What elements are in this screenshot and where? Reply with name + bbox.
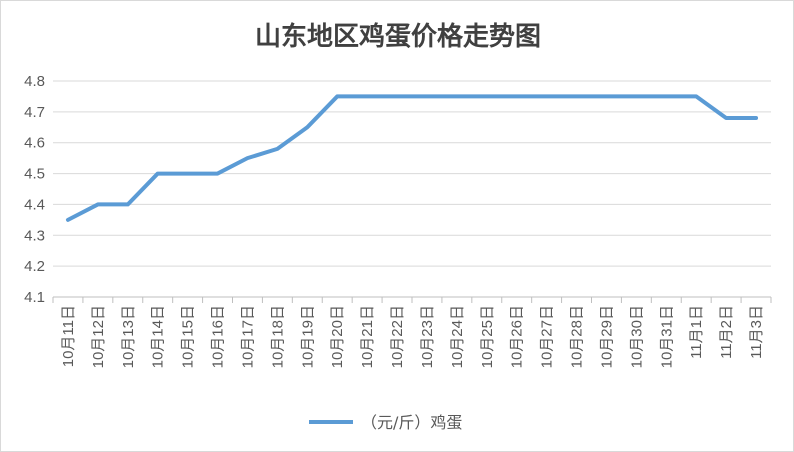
y-tick-label: 4.7 <box>24 104 45 121</box>
x-tick-label: 11月2日 <box>718 305 735 359</box>
x-tick-label: 10月27日 <box>539 305 556 368</box>
x-tick-label: 10月18日 <box>269 305 286 368</box>
chart-title: 山东地区鸡蛋价格走势图 <box>255 21 541 52</box>
x-tick-label: 10月25日 <box>479 305 496 368</box>
x-tick-label: 10月31日 <box>658 305 675 368</box>
legend: （元/斤）鸡蛋 <box>309 413 462 432</box>
y-tick-label: 4.4 <box>24 196 45 213</box>
x-axis: 10月11日 10月12日 10月13日 10月14日 10月15日 10月16日 10月1… <box>52 297 772 368</box>
x-tick-label: 10月24日 <box>449 305 466 368</box>
legend-label: （元/斤）鸡蛋 <box>361 413 462 432</box>
x-tick-label: 10月16日 <box>210 305 227 368</box>
y-tick-label: 4.8 <box>24 73 45 90</box>
x-tick-label: 10月15日 <box>180 305 197 368</box>
x-tick-label: 10月29日 <box>598 305 615 368</box>
x-tick-label: 10月17日 <box>239 305 256 368</box>
x-tick-label: 10月23日 <box>419 305 436 368</box>
x-tick-label: 11月3日 <box>748 305 765 359</box>
x-tick-label: 10月14日 <box>150 305 167 368</box>
y-tick-label: 4.1 <box>24 289 45 306</box>
y-tick-label: 4.6 <box>24 135 45 152</box>
series-layer <box>65 94 759 222</box>
x-tick-label: 11月1日 <box>688 305 705 359</box>
x-tick-label: 10月30日 <box>628 305 645 368</box>
y-tick-label: 4.2 <box>24 258 45 275</box>
x-tick-label: 10月11日 <box>60 305 77 367</box>
gridlines <box>53 80 771 298</box>
x-tick-label: 10月21日 <box>359 305 376 368</box>
x-tick-label: 10月20日 <box>329 305 346 368</box>
y-tick-label: 4.3 <box>24 227 45 244</box>
series-line <box>65 94 759 222</box>
x-tick-label: 10月28日 <box>569 305 586 368</box>
x-tick-label: 10月13日 <box>120 305 137 368</box>
x-tick-label: 10月19日 <box>299 305 316 368</box>
x-tick-label: 10月22日 <box>389 305 406 368</box>
x-tick-label: 10月12日 <box>90 305 107 368</box>
x-tick-label: 10月26日 <box>509 305 526 368</box>
y-axis-ticks: 4.1 4.2 4.3 4.4 4.5 4.6 4.7 4.8 <box>24 73 45 306</box>
y-tick-label: 4.5 <box>24 166 45 183</box>
